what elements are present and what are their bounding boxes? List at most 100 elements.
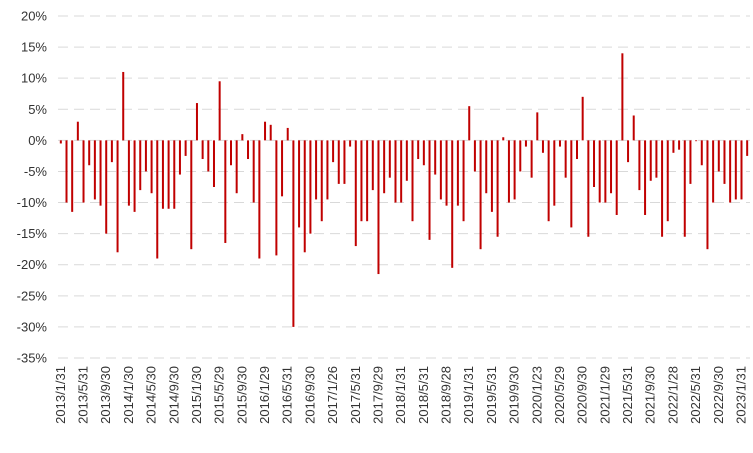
bar — [241, 134, 244, 141]
bar — [683, 140, 686, 237]
bar — [610, 140, 613, 194]
bar — [417, 140, 420, 160]
x-tick-label: 2017/9/29 — [370, 366, 385, 424]
bar — [485, 140, 488, 194]
bar — [717, 140, 720, 172]
bar — [173, 140, 176, 209]
bar — [332, 140, 335, 163]
bar — [400, 140, 403, 203]
bar — [587, 140, 590, 237]
bar — [666, 140, 669, 222]
bar — [468, 106, 471, 141]
bar — [536, 112, 539, 141]
bar — [678, 140, 681, 150]
bar — [627, 140, 630, 163]
x-tick-label: 2021/1/29 — [597, 366, 612, 424]
x-tick-label: 2018/1/31 — [393, 366, 408, 424]
bar — [598, 140, 601, 203]
bar — [513, 140, 516, 200]
y-tick-label: 15% — [21, 40, 47, 55]
bar — [99, 140, 102, 206]
bar — [281, 140, 284, 197]
x-tick-label: 2017/5/31 — [348, 366, 363, 424]
bar — [286, 127, 289, 141]
y-tick-label: 20% — [21, 9, 47, 24]
bar — [184, 140, 187, 156]
bar — [275, 140, 278, 256]
bar — [490, 140, 493, 212]
bar — [127, 140, 130, 206]
bar — [712, 140, 715, 203]
y-tick-label: -25% — [17, 288, 48, 303]
bar — [156, 140, 159, 259]
bar — [581, 96, 584, 141]
bar — [621, 53, 624, 141]
bar — [411, 140, 414, 222]
bar — [661, 140, 664, 237]
bar — [570, 140, 573, 228]
y-tick-label: -35% — [17, 351, 48, 366]
bar — [88, 140, 91, 166]
bar — [672, 140, 675, 153]
bar — [451, 140, 454, 268]
x-tick-label: 2013/9/30 — [98, 366, 113, 424]
x-tick-label: 2018/5/31 — [416, 366, 431, 424]
x-tick-label: 2016/9/30 — [302, 366, 317, 424]
bar — [377, 140, 380, 275]
bar — [615, 140, 618, 215]
bar — [649, 140, 652, 181]
bar — [82, 140, 85, 203]
bar — [700, 140, 703, 166]
bar — [354, 140, 357, 247]
y-tick-label: -10% — [17, 195, 48, 210]
bar — [524, 140, 527, 147]
x-tick-label: 2015/1/30 — [189, 366, 204, 424]
bar — [315, 140, 318, 200]
bar — [144, 140, 147, 172]
x-tick-label: 2014/9/30 — [166, 366, 181, 424]
bar — [553, 140, 556, 206]
bar — [195, 103, 198, 141]
bar — [706, 140, 709, 250]
bar — [105, 140, 108, 234]
bar — [746, 140, 749, 156]
bar — [445, 140, 448, 206]
bar — [473, 140, 476, 172]
bar — [644, 140, 647, 215]
bar — [428, 140, 431, 240]
bar — [252, 140, 255, 203]
x-axis-tick-labels: 2013/1/31 2013/5/31 2013/9/30 2014/1/30 2014… — [53, 366, 749, 424]
bar — [167, 140, 170, 209]
bar — [93, 140, 96, 200]
bar — [558, 140, 561, 147]
bar — [201, 140, 204, 160]
bar — [462, 140, 465, 222]
bar — [479, 140, 482, 250]
bar — [519, 140, 522, 172]
bar — [235, 140, 238, 194]
bar — [383, 140, 386, 194]
bar — [734, 140, 737, 200]
bar — [298, 140, 301, 228]
bar — [456, 140, 459, 206]
bar — [655, 140, 658, 178]
bar — [218, 81, 221, 141]
x-tick-label: 2016/1/29 — [257, 366, 272, 424]
bar — [258, 140, 261, 259]
x-tick-label: 2021/5/31 — [620, 366, 635, 424]
bar — [638, 140, 641, 191]
bar — [564, 140, 567, 178]
bar — [371, 140, 374, 191]
x-tick-label: 2022/9/30 — [711, 366, 726, 424]
bar — [502, 137, 505, 141]
bar — [212, 140, 215, 187]
bar — [161, 140, 164, 209]
bar — [723, 140, 726, 184]
bar — [740, 140, 743, 200]
x-tick-label: 2021/9/30 — [643, 366, 658, 424]
x-tick-label: 2013/5/31 — [76, 366, 91, 424]
bar — [593, 140, 596, 187]
bar — [632, 115, 635, 141]
x-tick-label: 2015/5/29 — [212, 366, 227, 424]
